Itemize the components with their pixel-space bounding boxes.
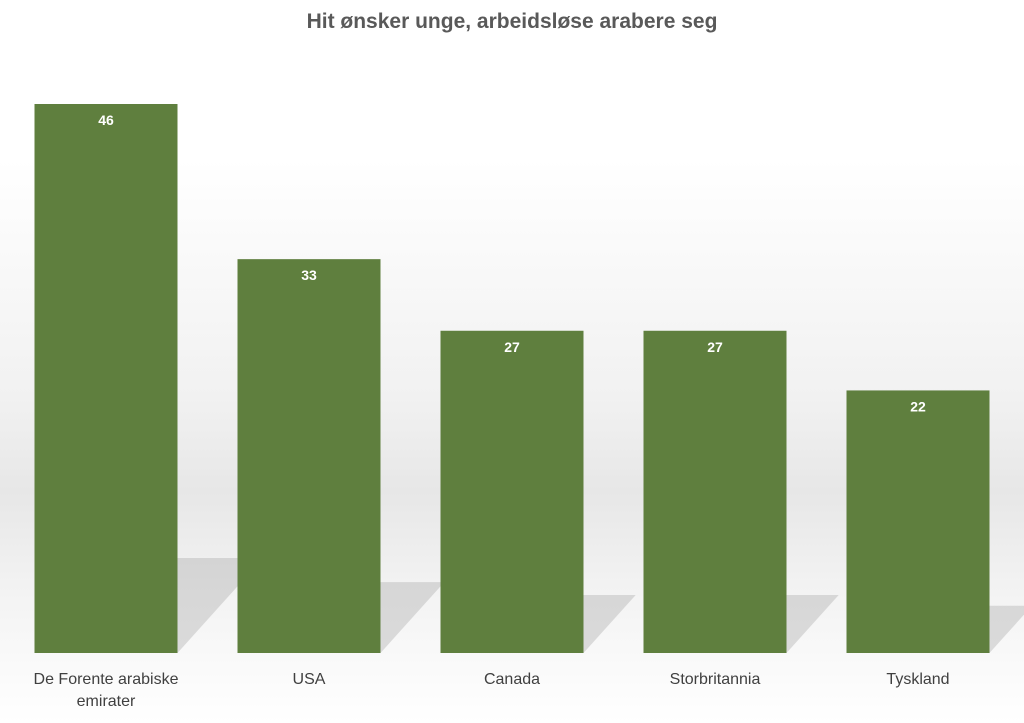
chart-title: Hit ønsker unge, arbeidsløse arabere seg [306, 10, 718, 33]
data-label: 33 [301, 267, 317, 283]
category-label-line: Storbritannia [670, 671, 761, 688]
category-label: De Forente arabiske emirater [34, 671, 179, 710]
bar [440, 330, 584, 653]
bar [34, 104, 178, 653]
bar [237, 259, 381, 653]
bar [643, 330, 787, 653]
category-label-line: USA [293, 671, 326, 688]
category-label: Canada [484, 671, 540, 688]
data-label: 27 [504, 339, 520, 355]
category-label: USA [293, 671, 326, 688]
bars [34, 104, 990, 653]
category-label: Tyskland [886, 671, 949, 688]
category-labels: De Forente arabiske emirater USA Canada Stor… [34, 671, 950, 710]
data-label: 27 [707, 339, 723, 355]
category-label-line: emirater [77, 693, 136, 710]
category-label-line: Tyskland [886, 671, 949, 688]
category-label: Storbritannia [670, 671, 761, 688]
category-label-line: Canada [484, 671, 540, 688]
bar [846, 390, 990, 653]
category-label-line: De Forente arabiske [34, 671, 179, 688]
data-label: 22 [910, 398, 926, 414]
data-labels: 46 33 27 27 22 [98, 112, 926, 414]
data-label: 46 [98, 112, 114, 128]
